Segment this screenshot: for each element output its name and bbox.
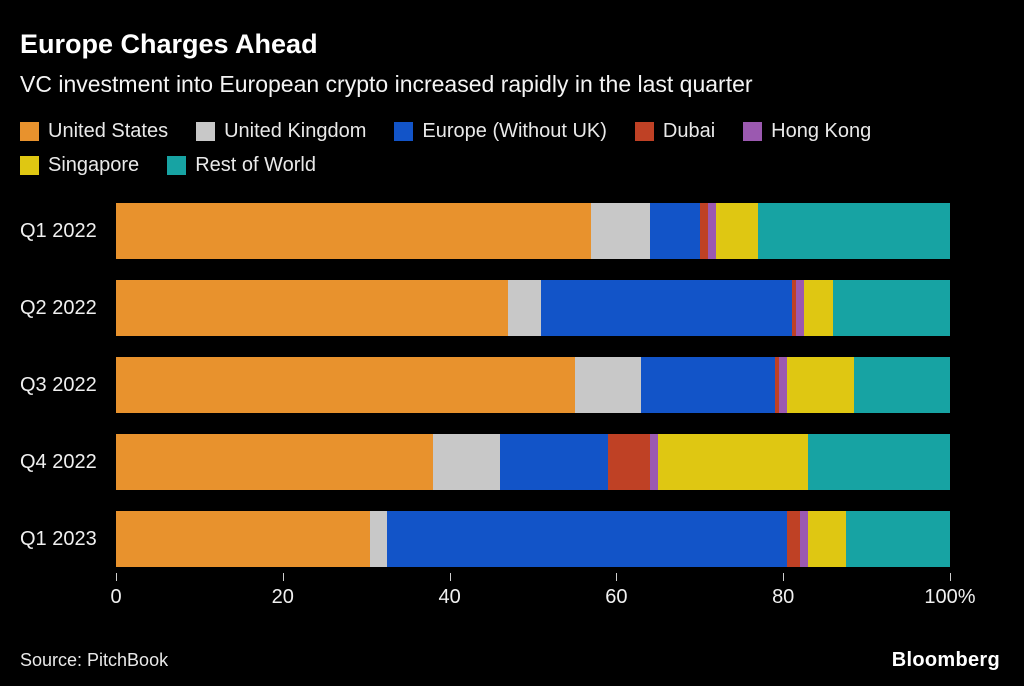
x-axis-tick-label: 100% bbox=[924, 586, 976, 608]
bar-segment-united-kingdom bbox=[432, 434, 500, 490]
footer: Source: PitchBook Bloomberg bbox=[20, 649, 1000, 672]
legend-item-hong-kong: Hong Kong bbox=[743, 120, 871, 143]
legend-item-united-kingdom: United Kingdom bbox=[196, 120, 366, 143]
bar-segment-singapore bbox=[808, 511, 846, 567]
bar-segment-europe-without-uk bbox=[499, 434, 609, 490]
chart-subtitle: VC investment into European crypto incre… bbox=[20, 71, 753, 97]
bar-segment-hong-kong bbox=[799, 511, 809, 567]
x-axis-track: 0 20 40 60 80 100% bbox=[110, 573, 976, 615]
legend-label: Hong Kong bbox=[771, 120, 872, 142]
x-axis-tick-label: 60 bbox=[605, 586, 628, 608]
bar-track bbox=[116, 357, 950, 413]
legend-swatch bbox=[634, 122, 654, 141]
bar-segment-rest-of-world bbox=[845, 511, 950, 567]
bar-segment-united-states bbox=[116, 511, 371, 567]
legend-label: United States bbox=[48, 120, 169, 142]
bar-segment-united-kingdom bbox=[507, 280, 542, 336]
bar-segment-united-kingdom bbox=[574, 357, 642, 413]
x-axis-tick bbox=[449, 573, 451, 581]
stacked-bar-chart: Q1 2022 Q2 2022 Q3 2022 Q4 2022 Q1 2023 0 20 4… bbox=[20, 203, 1000, 615]
bar-segment-singapore bbox=[716, 203, 759, 259]
legend-item-dubai: Dubai bbox=[634, 120, 716, 143]
chart-rows: Q1 2022 Q2 2022 Q3 2022 Q4 2022 Q1 2023 bbox=[20, 203, 950, 567]
bar-track bbox=[116, 511, 950, 567]
bar-segment-united-kingdom bbox=[370, 511, 388, 567]
bar-segment-hong-kong bbox=[649, 434, 659, 490]
bar-segment-dubai bbox=[774, 357, 779, 413]
bar-segment-europe-without-uk bbox=[541, 280, 792, 336]
category-label: Q1 2022 bbox=[20, 219, 97, 242]
bar-segment-rest-of-world bbox=[833, 280, 950, 336]
x-axis-spacer bbox=[20, 573, 116, 615]
bar-segment-dubai bbox=[699, 203, 709, 259]
bar-segment-europe-without-uk bbox=[649, 203, 700, 259]
bar-segment-united-states bbox=[116, 203, 592, 259]
x-axis-tick bbox=[616, 573, 618, 581]
bloomberg-logo: Bloomberg bbox=[891, 649, 1000, 671]
legend: United States United Kingdom Europe (Witho… bbox=[20, 120, 920, 177]
x-axis-tick-label: 80 bbox=[772, 586, 795, 608]
legend-item-singapore: Singapore bbox=[20, 154, 139, 177]
bar-row-q1-2022: Q1 2022 bbox=[20, 203, 950, 259]
x-axis-tick-label: 0 bbox=[110, 586, 122, 608]
legend-label: Rest of World bbox=[195, 154, 316, 176]
category-label: Q3 2022 bbox=[20, 373, 97, 396]
x-axis-tick bbox=[950, 573, 951, 581]
bar-row-q4-2022: Q4 2022 bbox=[20, 434, 950, 490]
x-axis: 0 20 40 60 80 100% bbox=[20, 573, 976, 615]
bar-track bbox=[116, 434, 950, 490]
bar-segment-dubai bbox=[787, 511, 800, 567]
legend-item-rest-of-world: Rest of World bbox=[167, 154, 316, 177]
legend-label: Dubai bbox=[662, 120, 716, 142]
bar-track bbox=[116, 280, 950, 336]
bar-row-q3-2022: Q3 2022 bbox=[20, 357, 950, 413]
category-label: Q1 2023 bbox=[20, 527, 97, 550]
x-axis-tick-label: 40 bbox=[438, 586, 461, 608]
bar-segment-united-states bbox=[116, 434, 433, 490]
x-axis-tick-label: 20 bbox=[271, 586, 294, 608]
bar-segment-singapore bbox=[787, 357, 855, 413]
legend-label: United Kingdom bbox=[224, 120, 367, 142]
source-note: Source: PitchBook bbox=[20, 650, 169, 670]
legend-swatch bbox=[167, 156, 187, 175]
x-axis-tick bbox=[116, 573, 117, 581]
bar-segment-hong-kong bbox=[708, 203, 717, 259]
legend-swatch bbox=[394, 122, 414, 141]
bar-segment-europe-without-uk bbox=[641, 357, 775, 413]
legend-swatch bbox=[20, 122, 39, 141]
bar-segment-dubai bbox=[791, 280, 796, 336]
bar-segment-singapore bbox=[658, 434, 809, 490]
x-axis-tick bbox=[282, 573, 284, 581]
category-label: Q4 2022 bbox=[20, 450, 97, 473]
bar-segment-europe-without-uk bbox=[387, 511, 788, 567]
legend-swatch bbox=[20, 156, 39, 175]
bar-row-q2-2022: Q2 2022 bbox=[20, 280, 950, 336]
bar-segment-rest-of-world bbox=[854, 357, 950, 413]
chart-title: Europe Charges Ahead bbox=[20, 29, 318, 59]
bar-segment-rest-of-world bbox=[808, 434, 950, 490]
x-axis-tick bbox=[783, 573, 785, 581]
bar-segment-rest-of-world bbox=[758, 203, 950, 259]
legend-swatch bbox=[196, 122, 216, 141]
bar-segment-united-states bbox=[116, 280, 508, 336]
legend-label: Europe (Without UK) bbox=[422, 120, 607, 142]
bar-row-q1-2023: Q1 2023 bbox=[20, 511, 950, 567]
category-label: Q2 2022 bbox=[20, 296, 97, 319]
legend-item-europe-without-uk: Europe (Without UK) bbox=[394, 120, 607, 143]
bar-segment-united-kingdom bbox=[591, 203, 650, 259]
bar-track bbox=[116, 203, 950, 259]
legend-item-united-states: United States bbox=[20, 120, 168, 143]
bar-segment-hong-kong bbox=[795, 280, 804, 336]
bar-segment-dubai bbox=[608, 434, 650, 490]
bar-segment-hong-kong bbox=[779, 357, 788, 413]
legend-label: Singapore bbox=[48, 154, 140, 176]
bar-segment-united-states bbox=[116, 357, 575, 413]
legend-swatch bbox=[743, 122, 763, 141]
bar-segment-singapore bbox=[804, 280, 834, 336]
